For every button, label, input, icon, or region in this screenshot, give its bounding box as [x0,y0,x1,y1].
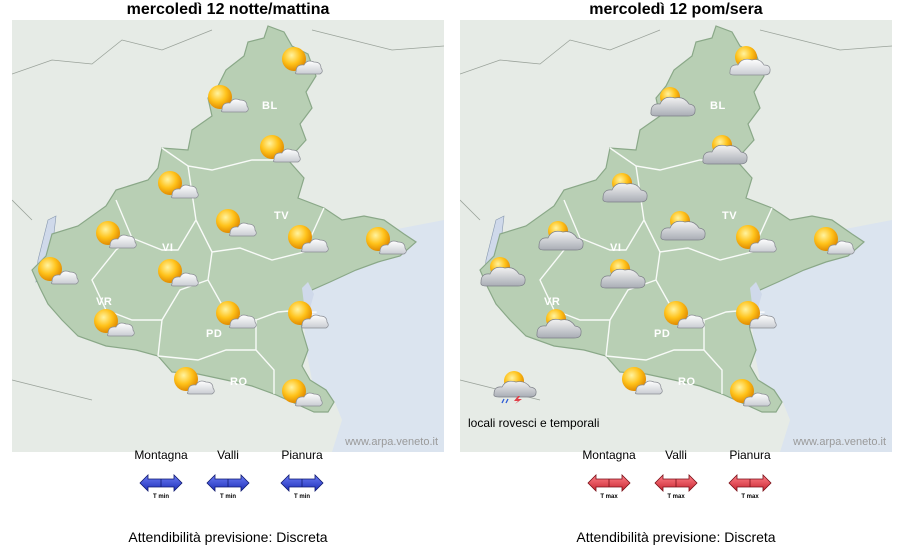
sun-cloud-icon [730,298,778,332]
temperature-trend-pianura: Pianura T max [705,448,795,500]
panel-title: mercoledì 12 notte/mattina [126,1,330,18]
cloud-sun-icon [600,170,648,204]
sun-cloud-icon [282,298,330,332]
cloud-sun-icon [648,84,696,118]
tmax-arrow-icon: T max [728,474,772,500]
sun-cloud-icon [152,256,200,290]
tmin-arrow-icon: T min [139,474,183,500]
thunderstorm-icon [490,370,538,404]
temperature-trend-pianura: Pianura T min [257,448,347,500]
tmax-label: T max [600,494,618,500]
sun-cloud-icon [724,376,772,410]
sun-cloud-icon [616,364,664,398]
zone-label: Valli [665,448,687,462]
annotation-label: locali rovesci e temporali [468,416,600,430]
watermark: www.arpa.veneto.it [793,436,886,448]
sun-cloud-icon [276,376,324,410]
province-label-ro: RO [678,376,696,388]
watermark: www.arpa.veneto.it [345,436,438,448]
cloud-sun-icon [536,218,584,252]
zone-label: Pianura [281,448,323,462]
forecast-panel-night-morning: mercoledì 12 notte/mattina BL TV VI VR V… [12,0,444,552]
tmin-arrow-icon: T min [280,474,324,500]
tmax-label: T max [667,494,685,500]
forecast-panel-afternoon-evening: mercoledì 12 pom/sera BL TV VI VR VE PD … [460,0,892,552]
province-label-pd: PD [654,328,671,340]
sun-cloud-icon [210,206,258,240]
sun-cloud-icon [658,298,706,332]
tmax-arrow-icon: T max [654,474,698,500]
province-label-pd: PD [206,328,223,340]
tmax-arrow-icon: T max [587,474,631,500]
province-label-tv: TV [722,210,738,222]
sun-cloud-icon [730,222,778,256]
province-label-tv: TV [274,210,290,222]
tmin-arrow-icon: T min [206,474,250,500]
temperature-trend-valli: Valli T max [631,448,721,500]
sun-cloud-icon [168,364,216,398]
forecast-reliability: Attendibilità previsione: Discreta [128,529,328,545]
sun-cloud-icon [360,224,408,258]
zone-label: Pianura [729,448,771,462]
zone-label: Montagna [582,448,636,462]
forecast-reliability: Attendibilità previsione: Discreta [576,529,776,545]
sun-cloud-icon [276,44,324,78]
temperature-trend-valli: Valli T min [183,448,273,500]
tmin-label: T min [153,494,169,500]
veneto-map: BL TV VI VR VE PD RO www.arpa.veneto.it [12,20,444,452]
province-label-vr: VR [96,296,113,308]
sun-cloud-icon [210,298,258,332]
cloud-sun-icon [478,254,526,288]
sun-cloud-icon [32,254,80,288]
sun-cloud-icon [282,222,330,256]
sun-cloud-icon [152,168,200,202]
cloud-sun-icon [700,132,748,166]
sun-cloud-icon [808,224,856,258]
cloud-sun-icon [658,208,706,242]
sun-cloud-icon [90,218,138,252]
temperature-legend: Montagna T min Valli T min Pianura T min [12,448,444,518]
veneto-map: BL TV VI VR VE PD RO loc [460,20,892,452]
province-label-ro: RO [230,376,248,388]
province-label-vi: VI [162,242,174,254]
province-label-vr: VR [544,296,561,308]
temperature-trend-montagna: Montagna T max [564,448,654,500]
temperature-trend-montagna: Montagna T min [116,448,206,500]
cloud-sun-icon [534,306,582,340]
tmax-label: T max [741,494,759,500]
sun-cloud-icon [254,132,302,166]
province-label-vi: VI [610,242,622,254]
tmin-label: T min [220,494,236,500]
zone-label: Valli [217,448,239,462]
province-label-bl: BL [262,100,278,112]
province-label-bl: BL [710,100,726,112]
sun-cloud-icon [202,82,250,116]
sun-cloud-icon [724,44,772,78]
tmin-label: T min [294,494,310,500]
temperature-legend: Montagna T max Valli T max Pianura T max [460,448,892,518]
zone-label: Montagna [134,448,188,462]
panel-title: mercoledì 12 pom/sera [589,1,763,18]
cloud-sun-icon [598,256,646,290]
sun-cloud-icon [88,306,136,340]
